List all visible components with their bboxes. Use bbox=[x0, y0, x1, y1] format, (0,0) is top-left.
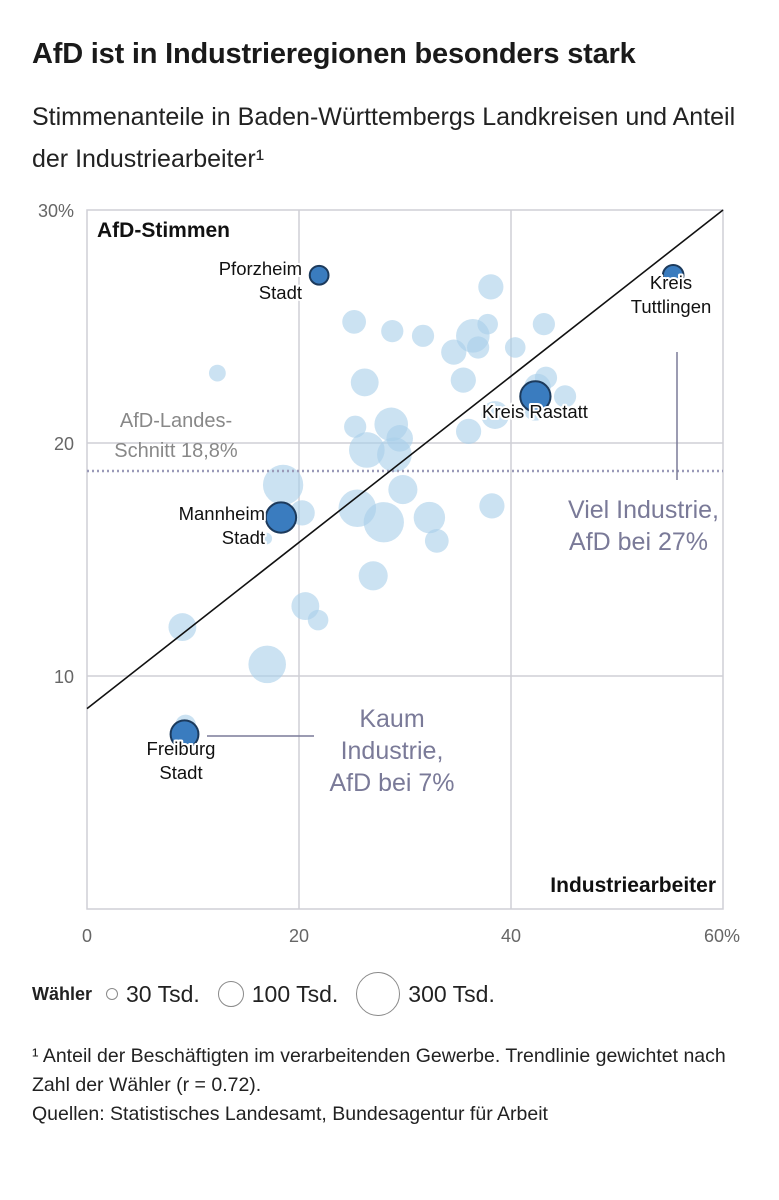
data-point bbox=[411, 324, 435, 347]
x-tick-label: 60% bbox=[704, 926, 740, 946]
highlight-label: Kreis bbox=[650, 272, 692, 293]
trend-line bbox=[86, 209, 724, 710]
x-tick-label: 40 bbox=[501, 926, 521, 946]
footnote-definition: ¹ Anteil der Beschäftigten im verarbeite… bbox=[32, 1045, 726, 1096]
x-axis-label: Industriearbeiter bbox=[550, 874, 716, 897]
highlight-point bbox=[661, 263, 685, 287]
data-point bbox=[504, 337, 526, 358]
y-tick-label: 30% bbox=[38, 201, 74, 221]
highlight-label: Mannheim bbox=[179, 503, 265, 524]
data-point bbox=[467, 336, 490, 359]
legend: Wähler 30 Tsd. 100 Tsd. 300 Tsd. bbox=[32, 972, 513, 1016]
legend-item-label: 300 Tsd. bbox=[408, 980, 495, 1007]
highlight-label: Stadt bbox=[222, 527, 265, 548]
highlight-point bbox=[519, 380, 552, 413]
data-point bbox=[386, 425, 413, 452]
high-industry-annotation: Viel Industrie, bbox=[568, 496, 719, 524]
highlight-point bbox=[264, 501, 298, 534]
data-point bbox=[342, 309, 366, 334]
chart-subtitle: Stimmenanteile in Baden-Württembergs Lan… bbox=[32, 103, 736, 173]
highlight-label: Stadt bbox=[159, 762, 202, 783]
legend-circle-icon bbox=[217, 981, 244, 1007]
data-point bbox=[168, 613, 197, 641]
state-average-label: Schnitt 18,8% bbox=[114, 440, 238, 462]
data-point bbox=[349, 432, 385, 468]
scatter-chart: 0 20 40 60% 10 20 30% AfD-Stimmen Industriearbei… bbox=[38, 201, 740, 946]
label-layer: AfD-Landes- Schnitt 18,8% Pforzheim Stadt Kr… bbox=[114, 256, 719, 797]
data-point bbox=[553, 385, 577, 408]
data-point bbox=[478, 274, 504, 300]
data-point bbox=[358, 561, 388, 591]
data-point bbox=[456, 418, 482, 444]
legend-item: 300 Tsd. bbox=[356, 972, 495, 1016]
highlight-label: Tuttlingen bbox=[631, 296, 712, 317]
data-point bbox=[350, 368, 379, 397]
data-point bbox=[479, 493, 505, 519]
low-industry-annotation: AfD bei 7% bbox=[329, 769, 454, 797]
highlight-label: Stadt bbox=[259, 282, 302, 303]
footnote: ¹ Anteil der Beschäftigten im verarbeite… bbox=[32, 1042, 752, 1129]
legend-item: 100 Tsd. bbox=[217, 980, 339, 1008]
y-axis-label: AfD-Stimmen bbox=[97, 219, 230, 242]
x-tick-label: 0 bbox=[82, 926, 92, 946]
y-tick-label: 20 bbox=[54, 434, 74, 454]
legend-item-label: 100 Tsd. bbox=[251, 980, 339, 1007]
data-point bbox=[381, 320, 404, 343]
data-point bbox=[208, 364, 226, 382]
data-point bbox=[532, 313, 555, 336]
highlight-layer bbox=[169, 263, 685, 750]
y-tick-label: 10 bbox=[54, 667, 74, 687]
highlight-label: Pforzheim bbox=[219, 258, 302, 279]
legend-item: 30 Tsd. bbox=[106, 981, 200, 1008]
data-point bbox=[450, 367, 476, 393]
plot-frame bbox=[86, 209, 724, 910]
line-layer bbox=[86, 209, 724, 710]
data-point bbox=[481, 401, 510, 429]
data-point bbox=[424, 528, 449, 553]
data-point bbox=[248, 645, 286, 684]
data-point bbox=[262, 464, 304, 506]
low-industry-annotation: Kaum bbox=[359, 705, 424, 733]
high-industry-annotation: AfD bei 27% bbox=[569, 528, 708, 556]
state-average-label: AfD-Landes- bbox=[120, 410, 232, 432]
legend-item-label: 30 Tsd. bbox=[126, 980, 200, 1007]
bubble-layer bbox=[168, 274, 577, 736]
legend-circle-icon bbox=[356, 972, 401, 1016]
highlight-label: Kreis Rastatt bbox=[482, 401, 588, 422]
data-point bbox=[477, 313, 498, 335]
data-point bbox=[388, 475, 418, 505]
data-point bbox=[363, 502, 404, 543]
chart-title: AfD ist in Industrieregionen besonders s… bbox=[32, 38, 636, 70]
highlight-label: Freiburg bbox=[147, 738, 216, 759]
x-tick-label: 20 bbox=[289, 926, 309, 946]
highlight-point bbox=[169, 719, 200, 750]
highlight-point bbox=[308, 264, 330, 286]
legend-label: Wähler bbox=[32, 983, 93, 1004]
low-industry-annotation: Industrie, bbox=[341, 737, 444, 765]
data-point bbox=[413, 501, 446, 534]
legend-circle-icon bbox=[106, 988, 119, 1000]
data-point bbox=[260, 532, 273, 545]
data-point bbox=[344, 415, 367, 438]
footnote-sources: Quellen: Statistisches Landesamt, Bundes… bbox=[32, 1103, 548, 1125]
data-point bbox=[307, 609, 329, 631]
